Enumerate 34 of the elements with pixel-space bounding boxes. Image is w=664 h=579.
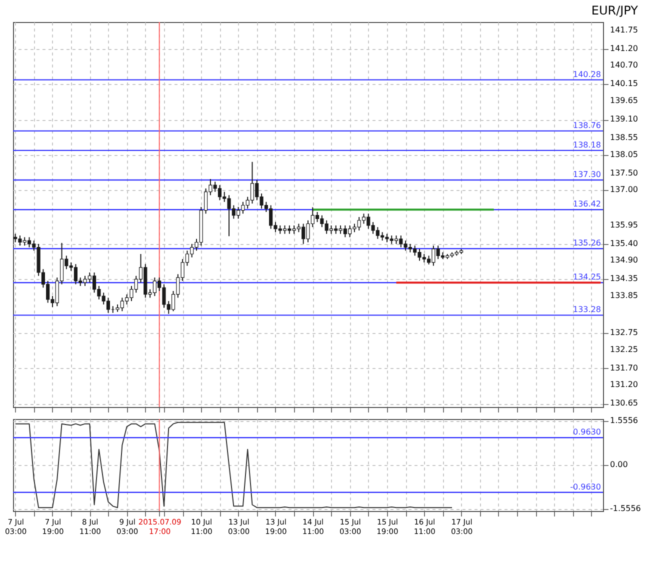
ref-line-label: 140.28	[573, 70, 601, 79]
y-tick-label: 141.20	[610, 44, 638, 53]
chart-title: EUR/JPY	[591, 4, 639, 18]
y-tick-label: 1.5556	[610, 416, 638, 425]
y-tick-label: 135.40	[610, 238, 638, 248]
ref-line-label: 138.76	[573, 120, 601, 130]
y-tick-label: 0.00	[610, 460, 628, 469]
ref-line-label: 135.26	[573, 238, 601, 248]
y-tick-label: 137.50	[610, 168, 638, 178]
ref-line-label: 134.25	[573, 272, 601, 282]
y-tick-label: 131.20	[610, 380, 638, 390]
y-tick-label: 133.85	[610, 291, 638, 300]
ref-line-label: 138.18	[573, 140, 601, 150]
ref-line-label: 136.42	[573, 200, 601, 209]
y-tick-label: -1.5556	[610, 504, 641, 514]
y-tick-label: 141.75	[610, 25, 638, 34]
y-tick-label: 134.90	[610, 256, 638, 265]
y-tick-label: 138.05	[610, 150, 638, 159]
ref-line-label: -0.9630	[570, 482, 601, 492]
y-tick-label: 130.65	[610, 398, 638, 408]
y-tick-label: 139.10	[610, 114, 638, 124]
y-tick-label: 132.75	[610, 328, 638, 338]
y-tick-label: 135.95	[610, 220, 638, 230]
y-tick-label: 131.70	[610, 363, 638, 372]
y-tick-label: 132.25	[610, 344, 638, 354]
ref-line-label: 137.30	[573, 170, 601, 180]
y-tick-label: 137.00	[610, 185, 638, 194]
y-tick-label: 140.15	[610, 79, 638, 88]
ref-line-label: 0.9630	[573, 428, 601, 437]
y-tick-label: 140.70	[610, 60, 638, 70]
ref-line-label: 133.28	[573, 305, 601, 314]
y-tick-label: 138.55	[610, 133, 638, 142]
y-tick-label: 134.35	[610, 274, 638, 284]
y-tick-label: 139.65	[610, 96, 638, 106]
